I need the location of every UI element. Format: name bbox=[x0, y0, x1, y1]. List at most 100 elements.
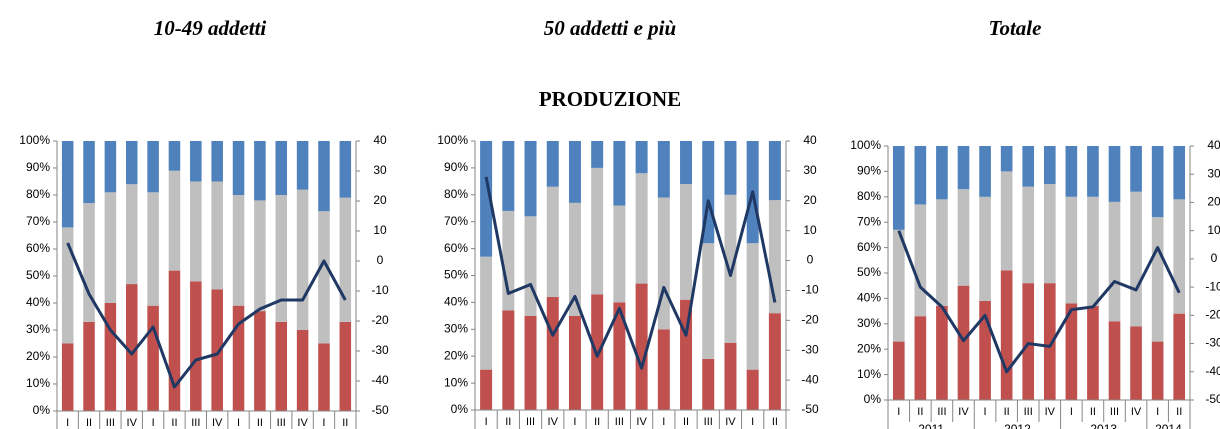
bar-segment bbox=[83, 321, 95, 411]
y-tick-label: 80% bbox=[444, 187, 468, 201]
y-tick-label: 100% bbox=[850, 138, 881, 152]
bar-segment bbox=[524, 216, 537, 316]
y-tick-label: 10% bbox=[444, 375, 468, 389]
bar-segment bbox=[1108, 201, 1121, 322]
x-tick-label: III bbox=[615, 416, 624, 428]
bar-segment bbox=[296, 330, 309, 411]
bar-segment bbox=[318, 141, 330, 212]
y-tick-label: 90% bbox=[857, 164, 881, 178]
bar-segment bbox=[1130, 146, 1142, 192]
bar-segment bbox=[275, 141, 288, 195]
bar-segment bbox=[657, 197, 670, 330]
x-tick-label: IV bbox=[636, 416, 647, 428]
bar-segment bbox=[613, 302, 626, 410]
bar-segment bbox=[296, 189, 309, 330]
bar-segment bbox=[1087, 306, 1099, 400]
line-series bbox=[897, 230, 1181, 374]
x-tick-label: III bbox=[277, 417, 286, 429]
y2-tick-label: -10 bbox=[801, 283, 819, 297]
y-tick-label: 50% bbox=[857, 265, 881, 279]
bar-segment bbox=[168, 170, 181, 271]
bar-segment bbox=[680, 299, 693, 410]
bar-segment bbox=[1108, 146, 1121, 202]
x-tick-label: IV bbox=[725, 416, 736, 428]
bar-segment bbox=[524, 315, 537, 410]
x-tick-label: II bbox=[1090, 406, 1096, 418]
y2-tick-label: -20 bbox=[1205, 308, 1220, 322]
bar-segment bbox=[1130, 326, 1142, 400]
x-tick-label: IV bbox=[127, 417, 138, 429]
y-tick-label: 90% bbox=[444, 160, 468, 174]
y2-tick-label: -40 bbox=[371, 373, 389, 387]
y-tick-label: 70% bbox=[26, 214, 50, 228]
y2-tick-label: 10 bbox=[373, 223, 387, 237]
chart-title: 10-49 addetti bbox=[154, 16, 267, 40]
bar-segment bbox=[702, 243, 715, 359]
y2-tick-label: 0 bbox=[377, 253, 384, 267]
bar-segment bbox=[524, 141, 537, 217]
y-tick-label: 30% bbox=[857, 316, 881, 330]
y2-tick-label: 10 bbox=[803, 223, 817, 237]
bar-segment bbox=[275, 195, 288, 322]
bar-segment bbox=[680, 141, 693, 185]
bar-segment bbox=[480, 256, 493, 370]
bar-segment bbox=[168, 270, 181, 411]
bar-segment bbox=[1151, 146, 1164, 218]
bar-segment bbox=[768, 141, 781, 201]
bar-segment bbox=[892, 146, 905, 230]
x-tick-label: II bbox=[1004, 406, 1010, 418]
bar-segment bbox=[254, 141, 266, 201]
y-tick-label: 0% bbox=[864, 392, 882, 406]
bar-segment bbox=[568, 315, 581, 410]
y2-tick-label: -20 bbox=[371, 313, 389, 327]
bar-segment bbox=[254, 200, 266, 312]
bar-segment bbox=[657, 329, 670, 410]
bar-segment bbox=[339, 321, 352, 411]
y-tick-label: 50% bbox=[444, 268, 468, 282]
y-tick-label: 90% bbox=[26, 160, 50, 174]
y2-tick-label: 40 bbox=[373, 133, 387, 147]
x-tick-label: I bbox=[322, 417, 325, 429]
x-tick-label: I bbox=[984, 406, 987, 418]
y2-tick-label: 20 bbox=[373, 193, 387, 207]
x-tick-label: I bbox=[1156, 406, 1159, 418]
bar-segment bbox=[546, 186, 559, 298]
group-label: 2012 bbox=[1004, 422, 1031, 429]
bar-segment bbox=[1151, 341, 1164, 400]
x-tick-label: III bbox=[191, 417, 200, 429]
x-tick-label: II bbox=[772, 416, 778, 428]
bar-segment bbox=[768, 200, 781, 314]
x-tick-label: IV bbox=[548, 416, 559, 428]
x-tick-label: I bbox=[237, 417, 240, 429]
bar-segment bbox=[1065, 196, 1078, 304]
bar-segment bbox=[979, 300, 991, 400]
y2-tick-label: -40 bbox=[801, 372, 819, 386]
bar-segment bbox=[635, 283, 648, 410]
bar-segment bbox=[936, 199, 948, 307]
bar-segment bbox=[746, 243, 759, 370]
y-tick-label: 20% bbox=[26, 349, 50, 363]
bar-segment bbox=[125, 184, 138, 285]
bar-segment bbox=[1022, 146, 1035, 187]
x-tick-label: I bbox=[152, 417, 155, 429]
y2-tick-label: 40 bbox=[1207, 138, 1220, 152]
bar-segment bbox=[914, 316, 927, 400]
bar-segment bbox=[702, 141, 715, 244]
group-label: 2011 bbox=[918, 422, 944, 429]
x-tick-label: III bbox=[106, 417, 115, 429]
bar-segment bbox=[936, 146, 948, 200]
y-tick-label: 80% bbox=[857, 189, 881, 203]
x-tick-label: I bbox=[66, 417, 69, 429]
y-tick-label: 50% bbox=[26, 268, 50, 282]
x-tick-label: IV bbox=[212, 417, 223, 429]
bar-segment bbox=[724, 141, 737, 195]
y2-tick-label: 20 bbox=[803, 193, 817, 207]
bar-segment bbox=[768, 313, 781, 410]
x-tick-label: III bbox=[1024, 406, 1033, 418]
x-tick-label: II bbox=[505, 416, 511, 428]
y-tick-label: 40% bbox=[857, 291, 881, 305]
bar-segment bbox=[635, 141, 648, 174]
bar-segment bbox=[546, 141, 559, 187]
bar-segment bbox=[480, 141, 493, 257]
y-tick-label: 30% bbox=[26, 322, 50, 336]
